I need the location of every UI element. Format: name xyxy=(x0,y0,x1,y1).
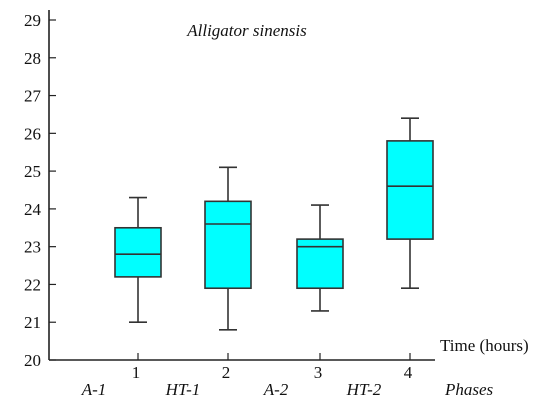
phase-label: A-1 xyxy=(81,380,107,399)
y-tick-label: 25 xyxy=(24,162,41,181)
x-tick-label: 4 xyxy=(404,363,413,382)
y-tick-label: 29 xyxy=(24,11,41,30)
box-2 xyxy=(204,166,252,331)
phase-label: A-2 xyxy=(263,380,289,399)
y-tick-label: 27 xyxy=(24,87,42,106)
iqr-box xyxy=(204,200,252,290)
boxes xyxy=(114,117,434,331)
x-axis-label: Time (hours) xyxy=(440,336,529,355)
iqr-box xyxy=(386,140,434,240)
axes xyxy=(48,10,435,361)
x-tick-label: 3 xyxy=(314,363,323,382)
phase-label: HT-1 xyxy=(165,380,201,399)
y-tick-label: 22 xyxy=(24,275,41,294)
y-tick-label: 21 xyxy=(24,313,41,332)
y-tick-label: 26 xyxy=(24,124,41,143)
phase-label: HT-2 xyxy=(346,380,382,399)
y-tick-label: 24 xyxy=(24,200,42,219)
x-tick-label: 1 xyxy=(132,363,141,382)
iqr-box xyxy=(114,226,162,278)
box-3 xyxy=(296,204,344,312)
chart-title: Alligator sinensis xyxy=(186,21,307,40)
box-1 xyxy=(114,196,162,324)
y-axis-ticks: 20 21 22 23 24 25 26 27 28 29 xyxy=(24,11,56,370)
y-tick-label: 20 xyxy=(24,351,41,370)
x-tick-label: 2 xyxy=(222,363,231,382)
phases-label: Phases xyxy=(444,380,494,399)
y-tick-label: 28 xyxy=(24,49,41,68)
box-4 xyxy=(386,117,434,290)
y-tick-label: 23 xyxy=(24,238,41,257)
x-axis-ticks: 1 2 3 4 A-1 HT-1 A-2 HT-2 xyxy=(81,353,413,399)
